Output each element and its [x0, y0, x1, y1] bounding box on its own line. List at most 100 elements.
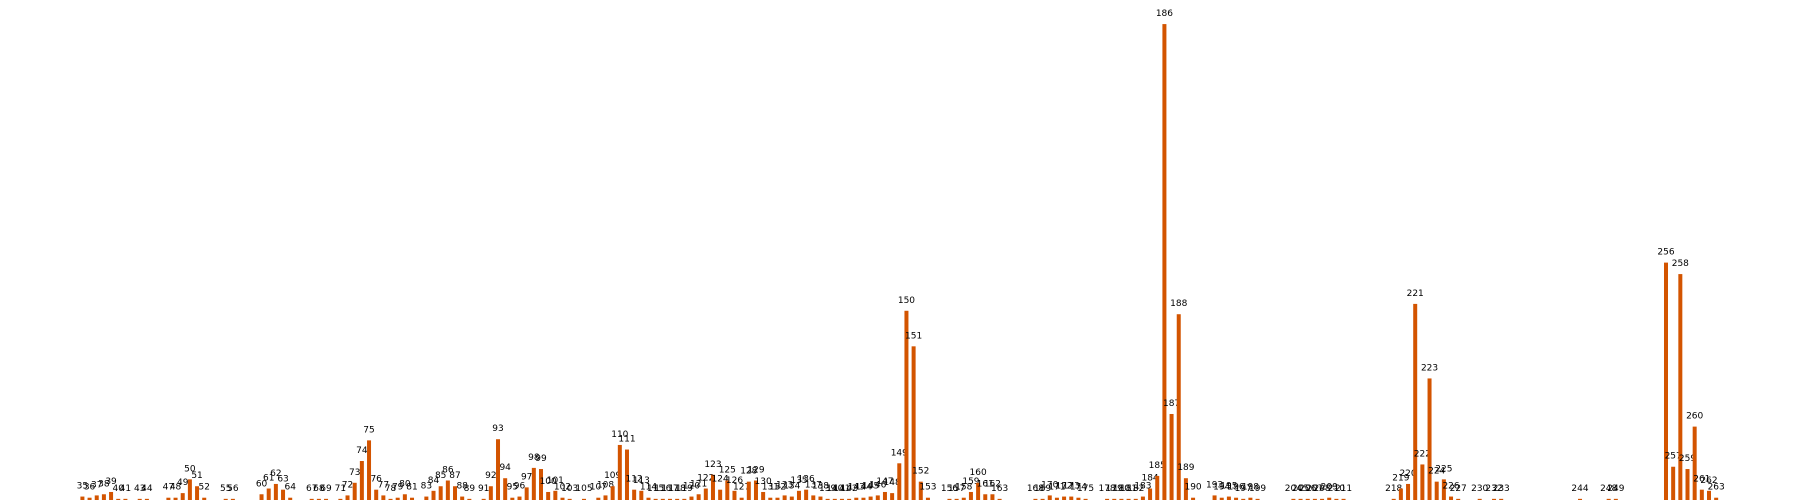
bar-label: 178: [1098, 484, 1115, 494]
bar: [1291, 498, 1296, 500]
bar: [1456, 498, 1461, 500]
bar-label: 226: [1442, 482, 1459, 492]
bar: [467, 498, 472, 500]
bar-label: 120: [683, 482, 700, 492]
bar-label: 133: [776, 480, 793, 490]
bar: [266, 488, 271, 500]
bar: [460, 496, 465, 500]
bar-label: 67: [306, 484, 317, 494]
bar-label: 129: [747, 466, 764, 476]
bar-label: 220: [1399, 469, 1416, 479]
bar-label: 36: [84, 483, 96, 493]
bar: [1434, 481, 1439, 500]
bar: [503, 478, 508, 500]
bar-label: 48: [170, 483, 182, 493]
bar: [1226, 496, 1231, 500]
bar: [453, 486, 458, 500]
bar-label: 60: [256, 479, 268, 489]
bar: [1062, 496, 1067, 500]
bar: [1212, 495, 1217, 500]
bar-label: 184: [1141, 474, 1158, 484]
bar-label: 99: [535, 454, 547, 464]
bar: [424, 496, 429, 500]
bar: [1040, 498, 1045, 500]
bar: [488, 486, 493, 500]
bar: [725, 480, 730, 500]
bar: [1162, 24, 1167, 500]
bar-label: 44: [141, 484, 153, 494]
bar: [646, 497, 651, 500]
bar: [367, 440, 372, 500]
bar: [832, 498, 837, 500]
bar: [1413, 303, 1418, 500]
bar: [281, 489, 286, 500]
bar: [230, 498, 235, 500]
bar-label: 151: [905, 331, 922, 341]
bar-label: 180: [1113, 484, 1130, 494]
bar: [560, 497, 565, 500]
bar: [316, 498, 321, 500]
bar-label: 118: [669, 484, 686, 494]
bar-label: 209: [1321, 483, 1338, 493]
bar-label: 256: [1657, 248, 1674, 258]
bar-label: 135: [790, 476, 807, 486]
bar: [87, 497, 92, 500]
bar-label: 84: [428, 476, 440, 486]
bar-label: 119: [676, 484, 693, 494]
bar-label: 56: [227, 484, 239, 494]
bar: [395, 497, 400, 500]
bar-label: 73: [349, 468, 360, 478]
bar-label: 244: [1571, 484, 1588, 494]
bar-label: 196: [1227, 483, 1244, 493]
bar-label: 103: [561, 484, 578, 494]
bar: [925, 497, 930, 500]
bar-label: 145: [862, 482, 879, 492]
bar-label: 224: [1428, 467, 1445, 477]
bar: [847, 498, 852, 500]
bar-label: 198: [1242, 483, 1259, 493]
bar: [1499, 498, 1504, 500]
bar: [710, 474, 715, 500]
bar: [732, 490, 737, 500]
bar: [703, 488, 708, 500]
bar: [632, 489, 637, 500]
bar: [1334, 498, 1339, 500]
bar-label: 112: [626, 475, 643, 485]
bar: [1391, 498, 1396, 500]
bar: [388, 498, 393, 500]
bar: [1241, 498, 1246, 500]
bar-label: 123: [704, 460, 721, 470]
bar-label: 144: [855, 483, 872, 493]
bar: [968, 491, 973, 500]
bar: [338, 498, 343, 500]
bar-label: 88: [456, 482, 468, 492]
bar-label: 102: [554, 483, 571, 493]
bar-label: 79: [392, 483, 404, 493]
bar: [1047, 495, 1052, 500]
bar-label: 62: [270, 469, 281, 479]
bar: [854, 497, 859, 500]
bar-label: 147: [876, 477, 893, 487]
bar: [1699, 489, 1704, 500]
bar: [352, 482, 357, 500]
bar-label: 72: [342, 480, 353, 490]
bar: [825, 498, 830, 500]
bar: [517, 496, 522, 500]
bar: [861, 497, 866, 500]
bar: [202, 497, 207, 500]
bar: [1033, 498, 1038, 500]
bar: [1341, 498, 1346, 500]
bar-label: 81: [406, 483, 417, 493]
bar-label: 96: [514, 482, 526, 492]
bar-label: 51: [191, 471, 202, 481]
bar: [180, 493, 185, 500]
bar: [374, 489, 379, 500]
bar-label: 181: [1120, 484, 1137, 494]
bar-label: 221: [1407, 289, 1424, 299]
bar-label: 124: [712, 475, 729, 485]
bar-label: 161: [977, 479, 994, 489]
bar: [539, 469, 544, 500]
bar-label: 195: [1220, 482, 1237, 492]
bar-label: 171: [1048, 483, 1065, 493]
bar: [101, 494, 106, 500]
